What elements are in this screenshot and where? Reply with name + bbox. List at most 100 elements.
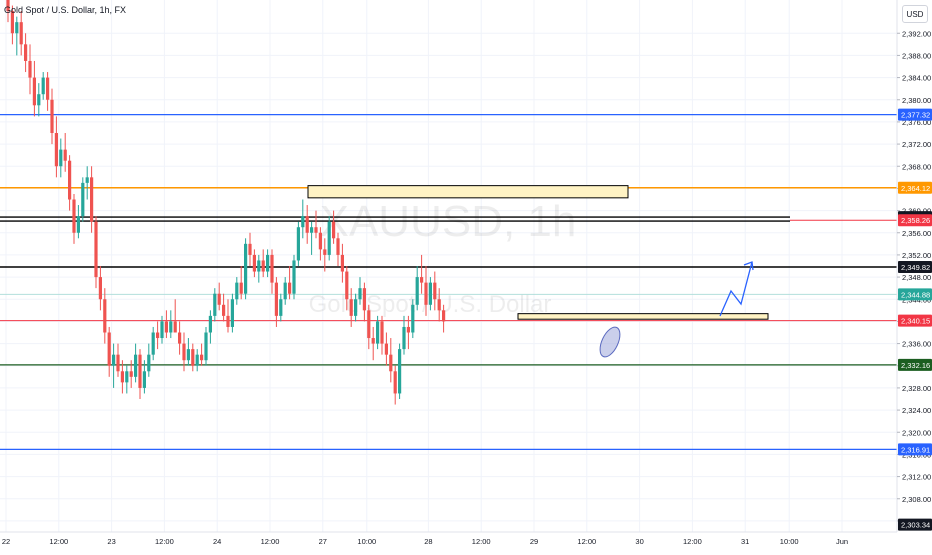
x-tick-label: 12:00: [577, 537, 596, 546]
candle-body: [314, 227, 318, 233]
candle-body: [10, 11, 14, 34]
candle-body: [186, 349, 190, 361]
price-tag-label: 2,303.34: [901, 521, 930, 530]
candle-body: [59, 149, 63, 167]
candle-body: [332, 221, 336, 239]
time-axis-panel: [0, 532, 932, 550]
price-tag-label: 2,344.88: [901, 290, 930, 299]
price-tag: [898, 108, 932, 121]
candle-body: [50, 99, 54, 133]
candle-body: [270, 254, 274, 283]
price-tag: [898, 214, 932, 227]
candle-body: [244, 243, 248, 294]
candle-body: [204, 332, 208, 361]
candle-body: [358, 288, 362, 300]
x-tick-label: 24: [213, 537, 221, 546]
candle-body: [76, 216, 80, 233]
candle-body: [398, 349, 402, 394]
x-tick-label: 30: [635, 537, 643, 546]
candle-body: [107, 332, 111, 366]
candle-body: [389, 354, 393, 372]
projection-arrow: [719, 261, 753, 317]
x-tick-label: 12:00: [155, 537, 174, 546]
candle-body: [226, 315, 230, 327]
candle-body: [292, 260, 296, 294]
candle-body: [68, 160, 72, 200]
x-tick-label: 23: [107, 537, 115, 546]
candle-body: [252, 254, 256, 272]
candle-body: [411, 304, 415, 333]
candle-body: [266, 254, 270, 272]
candle-body: [345, 271, 349, 300]
price-tag-label: 2,316.91: [901, 445, 930, 454]
candle-body: [305, 216, 309, 233]
candle-body: [283, 282, 287, 300]
price-tag: [898, 518, 932, 531]
price-levels: [0, 114, 897, 450]
drawings: [599, 261, 754, 358]
candle-body: [120, 371, 124, 383]
candle-body: [248, 243, 252, 255]
candle-body: [85, 177, 89, 183]
candle-body: [178, 332, 182, 344]
candle-body: [217, 293, 221, 305]
projection-arrowhead: [743, 261, 754, 271]
price-tag-label: 2,332.16: [901, 361, 930, 370]
price-tag: [898, 443, 932, 456]
x-tick-label: 12:00: [472, 537, 491, 546]
candle-body: [354, 299, 358, 316]
candle-body: [323, 249, 327, 255]
x-tick-label: 12:00: [49, 537, 68, 546]
upper-supply-zone: [307, 185, 629, 199]
candle-body: [261, 260, 265, 272]
candle-body: [442, 310, 446, 322]
candle-body: [433, 282, 437, 300]
candle-body: [191, 349, 195, 366]
price-tag-label: 2,364.12: [901, 184, 930, 193]
y-tick-label: 2,324.00: [902, 406, 931, 415]
candle-body: [288, 282, 292, 294]
x-tick-label: 31: [741, 537, 749, 546]
candle-body: [94, 221, 98, 278]
candle-body: [371, 338, 375, 344]
candle-body: [279, 299, 283, 316]
candle-body: [125, 371, 129, 383]
candle-body: [6, 0, 10, 12]
currency-button[interactable]: USD: [902, 5, 928, 23]
candle-body: [46, 77, 50, 100]
price-tag-label: 2,340.15: [901, 317, 930, 326]
candle-body: [164, 321, 168, 333]
candle-body: [424, 282, 428, 305]
candle-body: [301, 216, 305, 228]
x-tick-label: 10:00: [780, 537, 799, 546]
candle-body: [235, 282, 239, 300]
candle-body: [134, 354, 138, 377]
x-tick-label: 29: [530, 537, 538, 546]
candle-body: [169, 321, 173, 333]
candle-body: [37, 94, 41, 106]
candle-body: [393, 371, 397, 394]
candle-body: [340, 254, 344, 272]
y-tick-label: 2,392.00: [902, 29, 931, 38]
x-tick-label: 28: [424, 537, 432, 546]
y-tick-label: 2,348.00: [902, 273, 931, 282]
watermark: XAUUSD, 1h Gold Spot / U.S. Dollar: [309, 197, 577, 318]
price-tag-label: 2,377.32: [901, 111, 930, 120]
price-axis-panel: [897, 0, 932, 550]
candle-body: [336, 238, 340, 255]
y-tick-label: 2,376.00: [902, 118, 931, 127]
x-tick-label: 27: [319, 537, 327, 546]
y-tick-label: 2,380.00: [902, 96, 931, 105]
y-tick-label: 2,356.00: [902, 229, 931, 238]
grid-layer: [0, 0, 897, 532]
candle-body: [156, 332, 160, 339]
candle-body: [384, 343, 388, 355]
candle-body: [72, 199, 76, 233]
price-tag-label: 2,349.82: [901, 263, 930, 272]
price-tag: [898, 288, 932, 301]
candle-body: [296, 227, 300, 261]
candle-body: [327, 221, 331, 255]
